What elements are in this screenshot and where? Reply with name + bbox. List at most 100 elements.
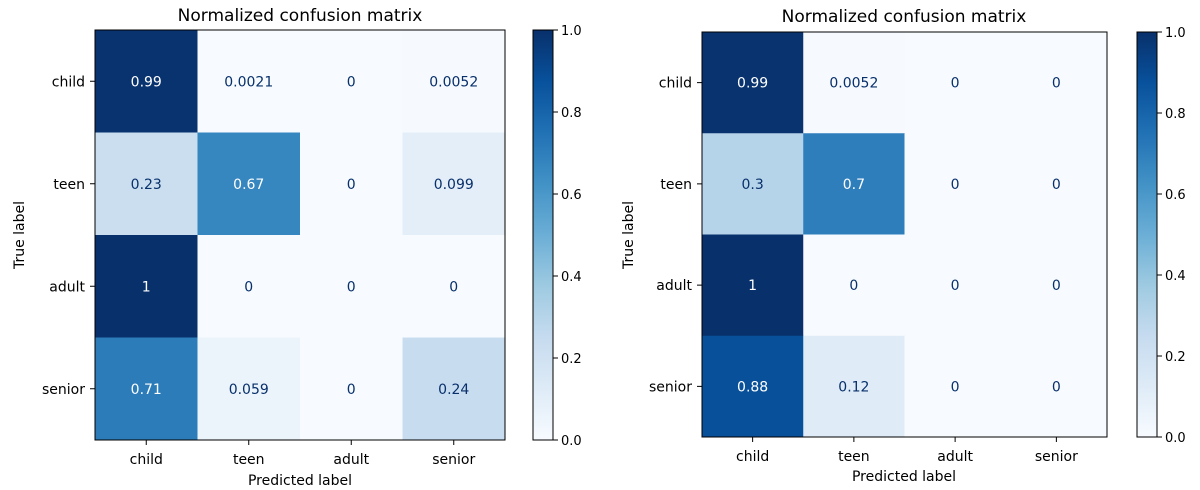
right-colorbar-tick-label: 0.2 bbox=[1165, 350, 1186, 365]
right-colorbar-bar bbox=[1136, 31, 1158, 438]
right-cell-teen-senior bbox=[1005, 133, 1108, 235]
left-cell-child-senior bbox=[402, 30, 506, 133]
right-cell-adult-senior bbox=[1005, 234, 1108, 337]
right-colorbar-tick-label: 0.0 bbox=[1165, 431, 1186, 446]
right-x-tick-label-teen: teen bbox=[838, 449, 870, 465]
right-cell-label-senior-teen: 0.12 bbox=[838, 379, 869, 395]
left-chart-title: Normalized confusion matrix bbox=[178, 6, 423, 26]
left-colorbar-bar bbox=[532, 29, 554, 441]
right-cell-label-teen-senior: 0 bbox=[1052, 177, 1061, 193]
right-cell-label-adult-adult: 0 bbox=[951, 278, 960, 294]
right-colorbar: 0.0 0.2 0.4 0.6 0.8 1.0 bbox=[1136, 26, 1186, 446]
left-y-axis-label: True label bbox=[12, 201, 28, 270]
left-cell-label-adult-senior: 0 bbox=[449, 279, 458, 295]
left-colorbar-tick-label: 0.0 bbox=[561, 434, 582, 449]
right-colorbar-tick-label: 0.4 bbox=[1165, 269, 1186, 284]
left-cell-teen-child bbox=[95, 132, 198, 236]
right-cell-senior-senior bbox=[1005, 335, 1108, 438]
right-cell-senior-adult bbox=[904, 335, 1007, 438]
right-cell-child-child bbox=[702, 32, 804, 134]
right-y-tick-label-teen: teen bbox=[660, 177, 692, 193]
left-cell-label-child-teen: 0.0021 bbox=[224, 74, 273, 90]
right-cell-teen-teen bbox=[803, 133, 905, 235]
right-cell-label-child-senior: 0 bbox=[1052, 76, 1061, 92]
left-colorbar-tick-label: 0.8 bbox=[561, 106, 582, 121]
left-colorbar-tick-label: 1.0 bbox=[561, 24, 582, 39]
right-x-axis-label: Predicted label bbox=[852, 469, 956, 485]
left-cell-adult-teen bbox=[197, 235, 301, 338]
right-colorbar-tick-label: 0.8 bbox=[1165, 107, 1186, 122]
left-cell-teen-adult bbox=[300, 132, 403, 236]
left-cell-label-teen-child: 0.23 bbox=[131, 177, 162, 193]
left-cell-adult-senior bbox=[402, 235, 506, 338]
right-cell-label-adult-senior: 0 bbox=[1052, 278, 1061, 294]
left-cell-label-teen-senior: 0.099 bbox=[434, 177, 474, 193]
left-cell-adult-adult bbox=[300, 235, 403, 338]
left-x-tick-label-adult: adult bbox=[333, 452, 369, 468]
left-cell-label-child-adult: 0 bbox=[347, 74, 356, 90]
right-cell-label-teen-teen: 0.7 bbox=[843, 177, 865, 193]
left-matrix-frame bbox=[94, 29, 506, 441]
right-matrix-frame bbox=[701, 31, 1108, 438]
left-cell-label-adult-teen: 0 bbox=[244, 279, 253, 295]
left-cell-label-child-senior: 0.0052 bbox=[429, 74, 478, 90]
right-x-tick-label-senior: senior bbox=[1035, 449, 1078, 465]
left-x-tick-label-teen: teen bbox=[233, 452, 265, 468]
right-cell-label-teen-adult: 0 bbox=[951, 177, 960, 193]
right-cell-label-senior-child: 0.88 bbox=[737, 379, 768, 395]
left-cell-adult-child bbox=[95, 235, 198, 338]
left-x-tick-label-senior: senior bbox=[432, 452, 475, 468]
right-y-axis-label: True label bbox=[621, 201, 637, 270]
left-cell-label-senior-senior: 0.24 bbox=[438, 382, 469, 398]
left-cell-label-senior-teen: 0.059 bbox=[229, 382, 269, 398]
left-cell-senior-child bbox=[95, 337, 198, 441]
left-x-ticks: child teen adult senior bbox=[130, 440, 475, 468]
left-colorbar-tick-label: 0.4 bbox=[561, 270, 582, 285]
left-cell-teen-senior bbox=[402, 132, 506, 236]
right-cell-teen-child bbox=[702, 133, 804, 235]
left-cell-senior-teen bbox=[197, 337, 301, 441]
right-cell-label-child-teen: 0.0052 bbox=[829, 76, 878, 92]
right-cell-child-adult bbox=[904, 32, 1007, 134]
right-chart-title: Normalized confusion matrix bbox=[782, 7, 1027, 27]
left-y-tick-label-senior: senior bbox=[42, 382, 85, 398]
left-cell-label-adult-adult: 0 bbox=[347, 279, 356, 295]
left-cell-label-child-child: 0.99 bbox=[131, 74, 162, 90]
left-cell-child-child bbox=[95, 30, 198, 133]
right-cell-label-senior-senior: 0 bbox=[1052, 379, 1061, 395]
right-colorbar-tick-label: 1.0 bbox=[1165, 26, 1186, 41]
right-cell-adult-child bbox=[702, 234, 804, 337]
left-x-tick-label-child: child bbox=[130, 452, 163, 468]
right-cell-senior-child bbox=[702, 335, 804, 438]
left-y-tick-label-adult: adult bbox=[49, 279, 85, 295]
left-cell-senior-senior bbox=[402, 337, 506, 441]
right-cell-child-senior bbox=[1005, 32, 1108, 134]
left-x-axis-label: Predicted label bbox=[248, 473, 352, 489]
left-y-tick-label-teen: teen bbox=[53, 177, 85, 193]
left-colorbar-tick-label: 0.2 bbox=[561, 352, 582, 367]
left-cell-label-teen-teen: 0.67 bbox=[233, 177, 264, 193]
right-x-tick-label-child: child bbox=[736, 449, 769, 465]
right-y-tick-label-adult: adult bbox=[656, 278, 692, 294]
left-cell-senior-adult bbox=[300, 337, 403, 441]
left-cell-label-senior-child: 0.71 bbox=[131, 382, 162, 398]
left-chart: Normalized confusion matrix 0.99 0.0021 0 0… bbox=[12, 6, 582, 489]
left-matrix-cells: 0.99 0.0021 0 0.0052 0.23 0.67 0 0.099 1 0 0 0 0.71 0… bbox=[95, 30, 506, 441]
right-cell-adult-adult bbox=[904, 234, 1007, 337]
right-y-ticks: child teen adult senior bbox=[649, 76, 702, 395]
right-colorbar-tick-label: 0.6 bbox=[1165, 188, 1186, 203]
left-colorbar-tick-label: 0.6 bbox=[561, 188, 582, 203]
left-y-tick-label-child: child bbox=[52, 74, 85, 90]
right-cell-label-child-child: 0.99 bbox=[737, 76, 768, 92]
right-cell-adult-teen bbox=[803, 234, 905, 337]
left-cell-label-adult-child: 1 bbox=[142, 279, 151, 295]
right-cell-teen-adult bbox=[904, 133, 1007, 235]
left-colorbar: 0.0 0.2 0.4 0.6 0.8 1.0 bbox=[532, 24, 582, 449]
left-cell-label-senior-adult: 0 bbox=[347, 382, 356, 398]
right-cell-label-adult-child: 1 bbox=[748, 278, 757, 294]
right-x-tick-label-adult: adult bbox=[937, 449, 973, 465]
right-cell-label-adult-teen: 0 bbox=[849, 278, 858, 294]
right-cell-label-teen-child: 0.3 bbox=[741, 177, 763, 193]
right-cell-child-teen bbox=[803, 32, 905, 134]
